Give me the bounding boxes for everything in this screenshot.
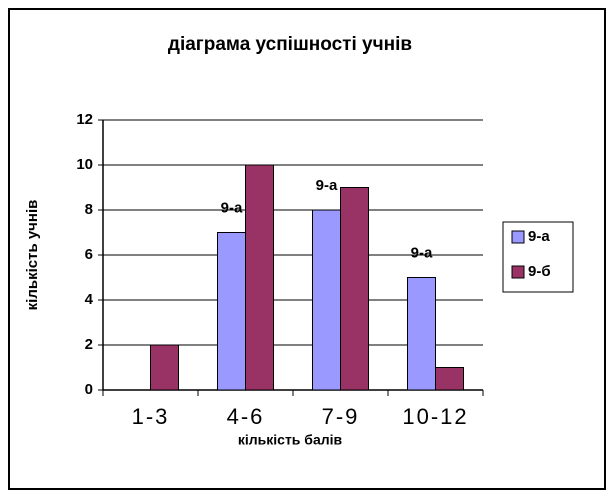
x-axis-label: кількість балів xyxy=(238,432,343,448)
data-label: 9-а xyxy=(316,177,338,194)
bar xyxy=(312,209,341,391)
x-tick-label: 10-12 xyxy=(402,404,468,429)
y-tick-label: 2 xyxy=(85,336,93,353)
y-tick-label: 6 xyxy=(85,246,93,263)
legend-swatch xyxy=(511,265,525,279)
data-label: 9-а xyxy=(221,199,243,216)
y-axis-label: кількість учнів xyxy=(24,200,41,311)
y-tick-label: 10 xyxy=(76,156,93,173)
bar xyxy=(340,187,369,391)
bar xyxy=(245,164,274,391)
legend-label: 9-б xyxy=(528,263,551,280)
data-label: 9-а xyxy=(411,244,433,261)
x-tick-label: 1-3 xyxy=(132,404,170,429)
y-tick-label: 12 xyxy=(76,111,93,128)
bar xyxy=(217,232,246,391)
bar xyxy=(435,367,464,391)
x-tick-label: 4-6 xyxy=(227,404,265,429)
bar xyxy=(150,344,179,391)
legend-label: 9-а xyxy=(528,228,550,245)
x-tick-label: 7-9 xyxy=(322,404,360,429)
legend-swatch xyxy=(511,230,525,244)
y-tick-label: 4 xyxy=(85,291,94,308)
y-tick-label: 0 xyxy=(85,381,93,398)
bar xyxy=(407,277,436,391)
chart-title: діаграма успішності учнів xyxy=(168,34,412,55)
y-tick-label: 8 xyxy=(85,201,93,218)
